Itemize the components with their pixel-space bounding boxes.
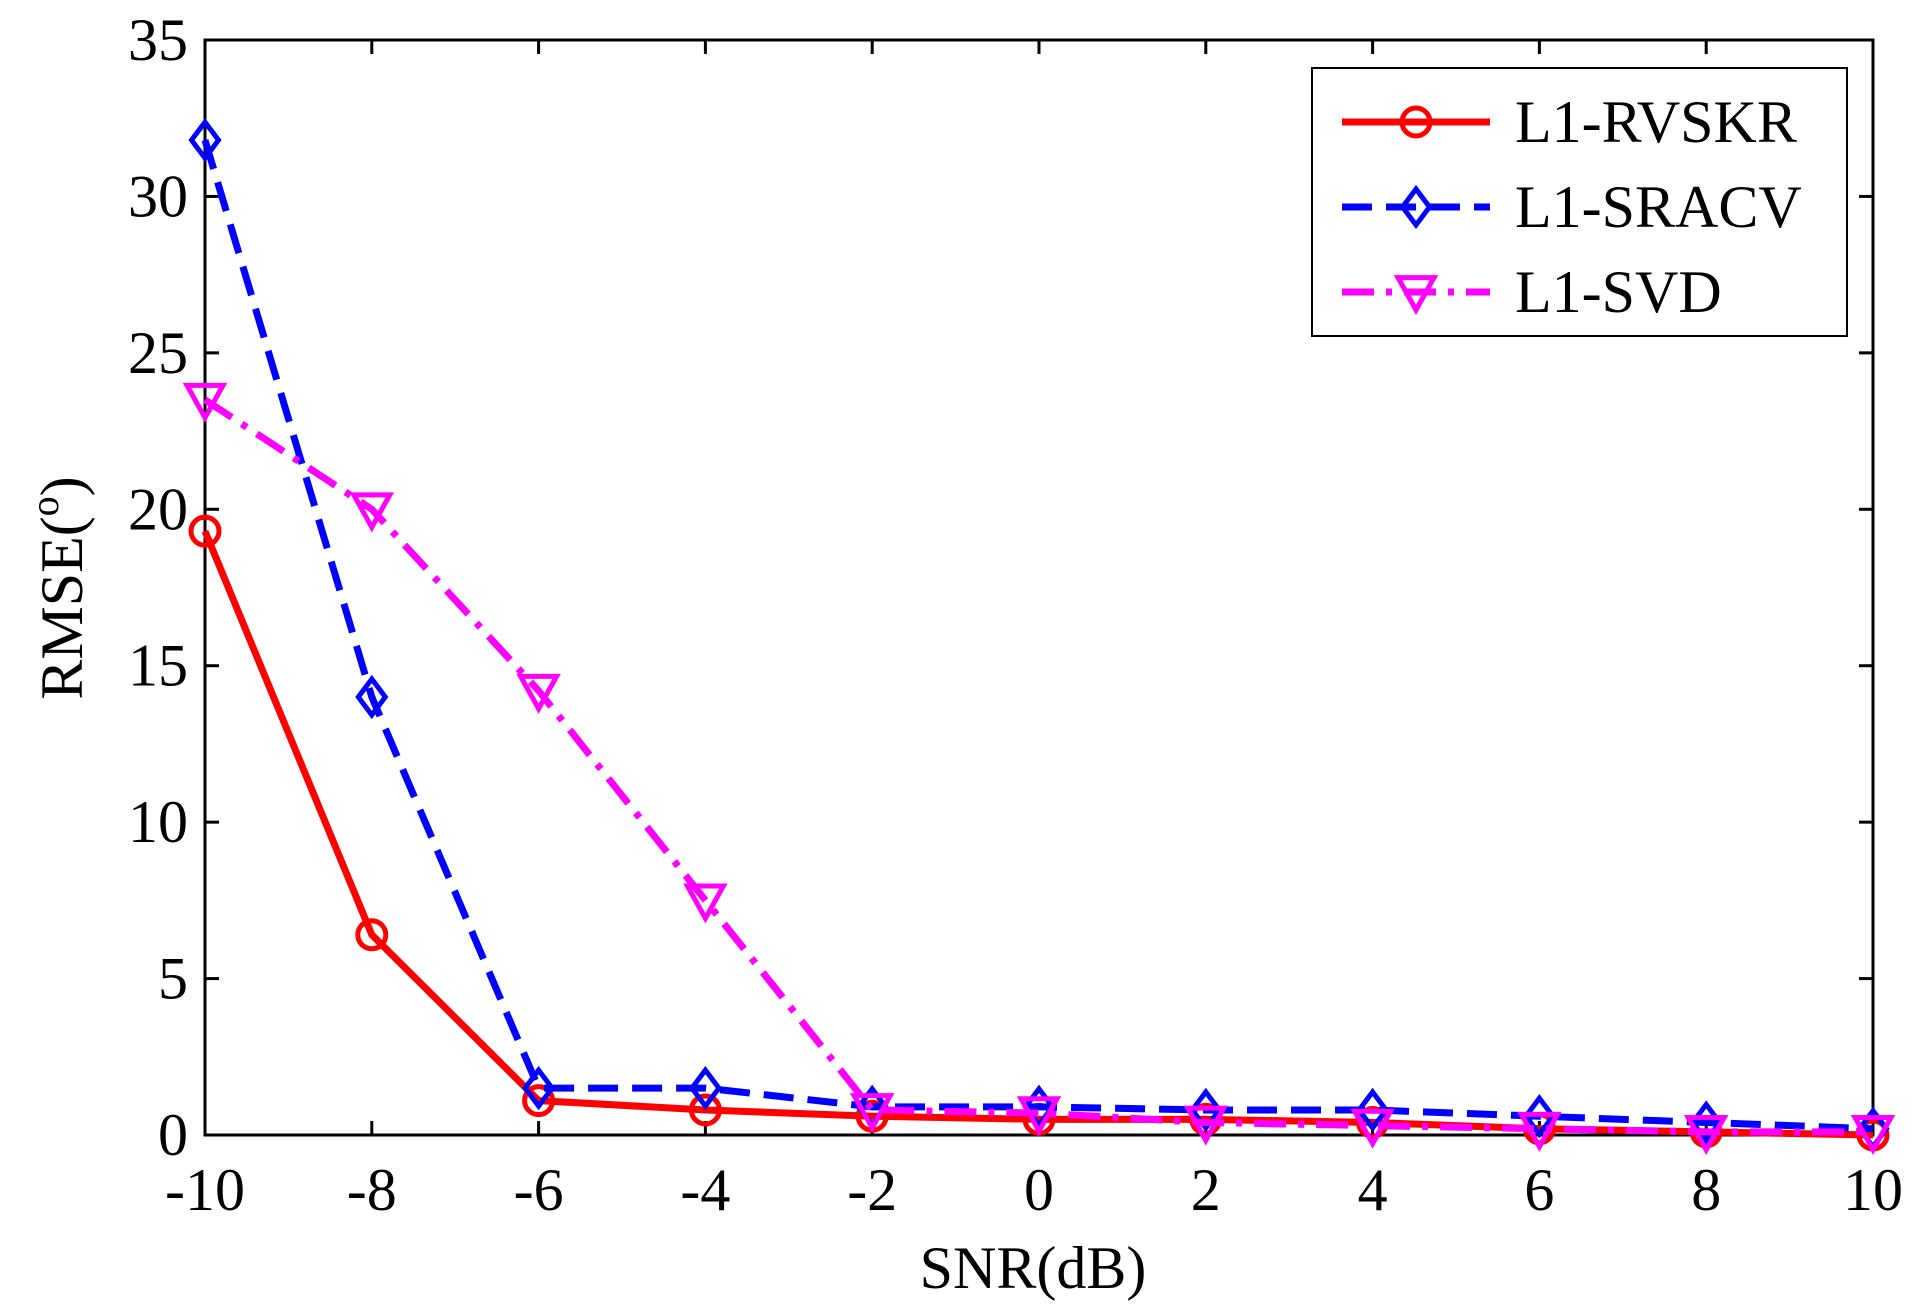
y-axis-title: RMSE(o) bbox=[22, 476, 95, 699]
legend-marker-0 bbox=[1399, 105, 1433, 139]
x-tick-label-0: -10 bbox=[165, 1157, 245, 1223]
x-tick-label-7: 4 bbox=[1358, 1157, 1388, 1223]
y-axis-title-close: ) bbox=[29, 476, 95, 496]
data-point-1-2 bbox=[521, 1065, 556, 1111]
y-tick-label-5: 25 bbox=[128, 320, 188, 386]
legend-box bbox=[1311, 67, 1848, 337]
x-tick-label-8: 6 bbox=[1524, 1157, 1554, 1223]
y-tick-label-2: 10 bbox=[128, 789, 188, 855]
x-tick-label-4: -2 bbox=[847, 1157, 897, 1223]
data-point-1-7 bbox=[1355, 1087, 1390, 1133]
data-point-2-3 bbox=[683, 883, 728, 924]
data-point-0-1 bbox=[355, 918, 389, 952]
y-tick-label-0: 0 bbox=[158, 1102, 188, 1168]
data-point-0-0 bbox=[188, 514, 222, 548]
x-tick-label-2: -6 bbox=[514, 1157, 564, 1223]
x-tick-label-1: -8 bbox=[347, 1157, 397, 1223]
legend-label-2: L1-SVD bbox=[1515, 259, 1722, 325]
series-line-2 bbox=[203, 396, 1873, 1136]
data-point-1-0 bbox=[188, 117, 222, 163]
data-point-1-6 bbox=[1189, 1087, 1223, 1133]
x-axis-title: SNR(dB) bbox=[920, 1235, 1147, 1301]
legend-label-1: L1-SRACV bbox=[1515, 174, 1802, 240]
data-point-2-10 bbox=[1850, 1114, 1896, 1156]
data-point-2-1 bbox=[349, 492, 395, 533]
series-line-1 bbox=[201, 139, 1874, 1133]
data-point-2-4 bbox=[849, 1093, 895, 1134]
legend: L1-RVSKR L1-SRACV L1-SVD bbox=[1311, 67, 1848, 337]
axis-ticks: -10 -8 -6 -4 -2 0 2 4 6 8 10 0 5 10 15 20 25 30 35 bbox=[128, 7, 1903, 1223]
y-tick-label-4: 20 bbox=[128, 476, 188, 542]
data-point-2-5 bbox=[1016, 1096, 1062, 1137]
data-point-0-3 bbox=[688, 1093, 722, 1127]
y-axis-title-text: RMSE( bbox=[29, 516, 95, 699]
series-layer bbox=[182, 117, 1896, 1156]
data-point-2-7 bbox=[1350, 1108, 1395, 1149]
data-point-2-2 bbox=[516, 673, 561, 714]
y-tick-label-1: 5 bbox=[158, 946, 188, 1012]
data-point-2-9 bbox=[1683, 1114, 1729, 1156]
y-tick-label-3: 15 bbox=[128, 633, 188, 699]
legend-marker-2 bbox=[1393, 275, 1439, 316]
data-point-1-3 bbox=[688, 1065, 723, 1111]
x-tick-label-5: 0 bbox=[1024, 1157, 1054, 1223]
data-point-1-8 bbox=[1522, 1094, 1557, 1139]
y-tick-label-6: 30 bbox=[128, 163, 188, 229]
x-tick-label-9: 8 bbox=[1691, 1157, 1721, 1223]
data-point-2-6 bbox=[1183, 1105, 1229, 1146]
data-point-2-0 bbox=[182, 382, 228, 423]
x-tick-label-10: 10 bbox=[1843, 1157, 1903, 1223]
y-tick-label-7: 35 bbox=[128, 7, 188, 73]
x-tick-label-3: -4 bbox=[680, 1157, 730, 1223]
legend-marker-1 bbox=[1399, 184, 1433, 230]
x-tick-label-6: 2 bbox=[1191, 1157, 1221, 1223]
series-l1-svd bbox=[182, 382, 1896, 1156]
y-axis-title-degree: o bbox=[22, 496, 67, 516]
legend-label-0: L1-RVSKR bbox=[1515, 89, 1797, 155]
data-point-1-1 bbox=[355, 674, 389, 720]
data-point-0-2 bbox=[522, 1084, 556, 1118]
data-point-2-8 bbox=[1517, 1111, 1562, 1152]
